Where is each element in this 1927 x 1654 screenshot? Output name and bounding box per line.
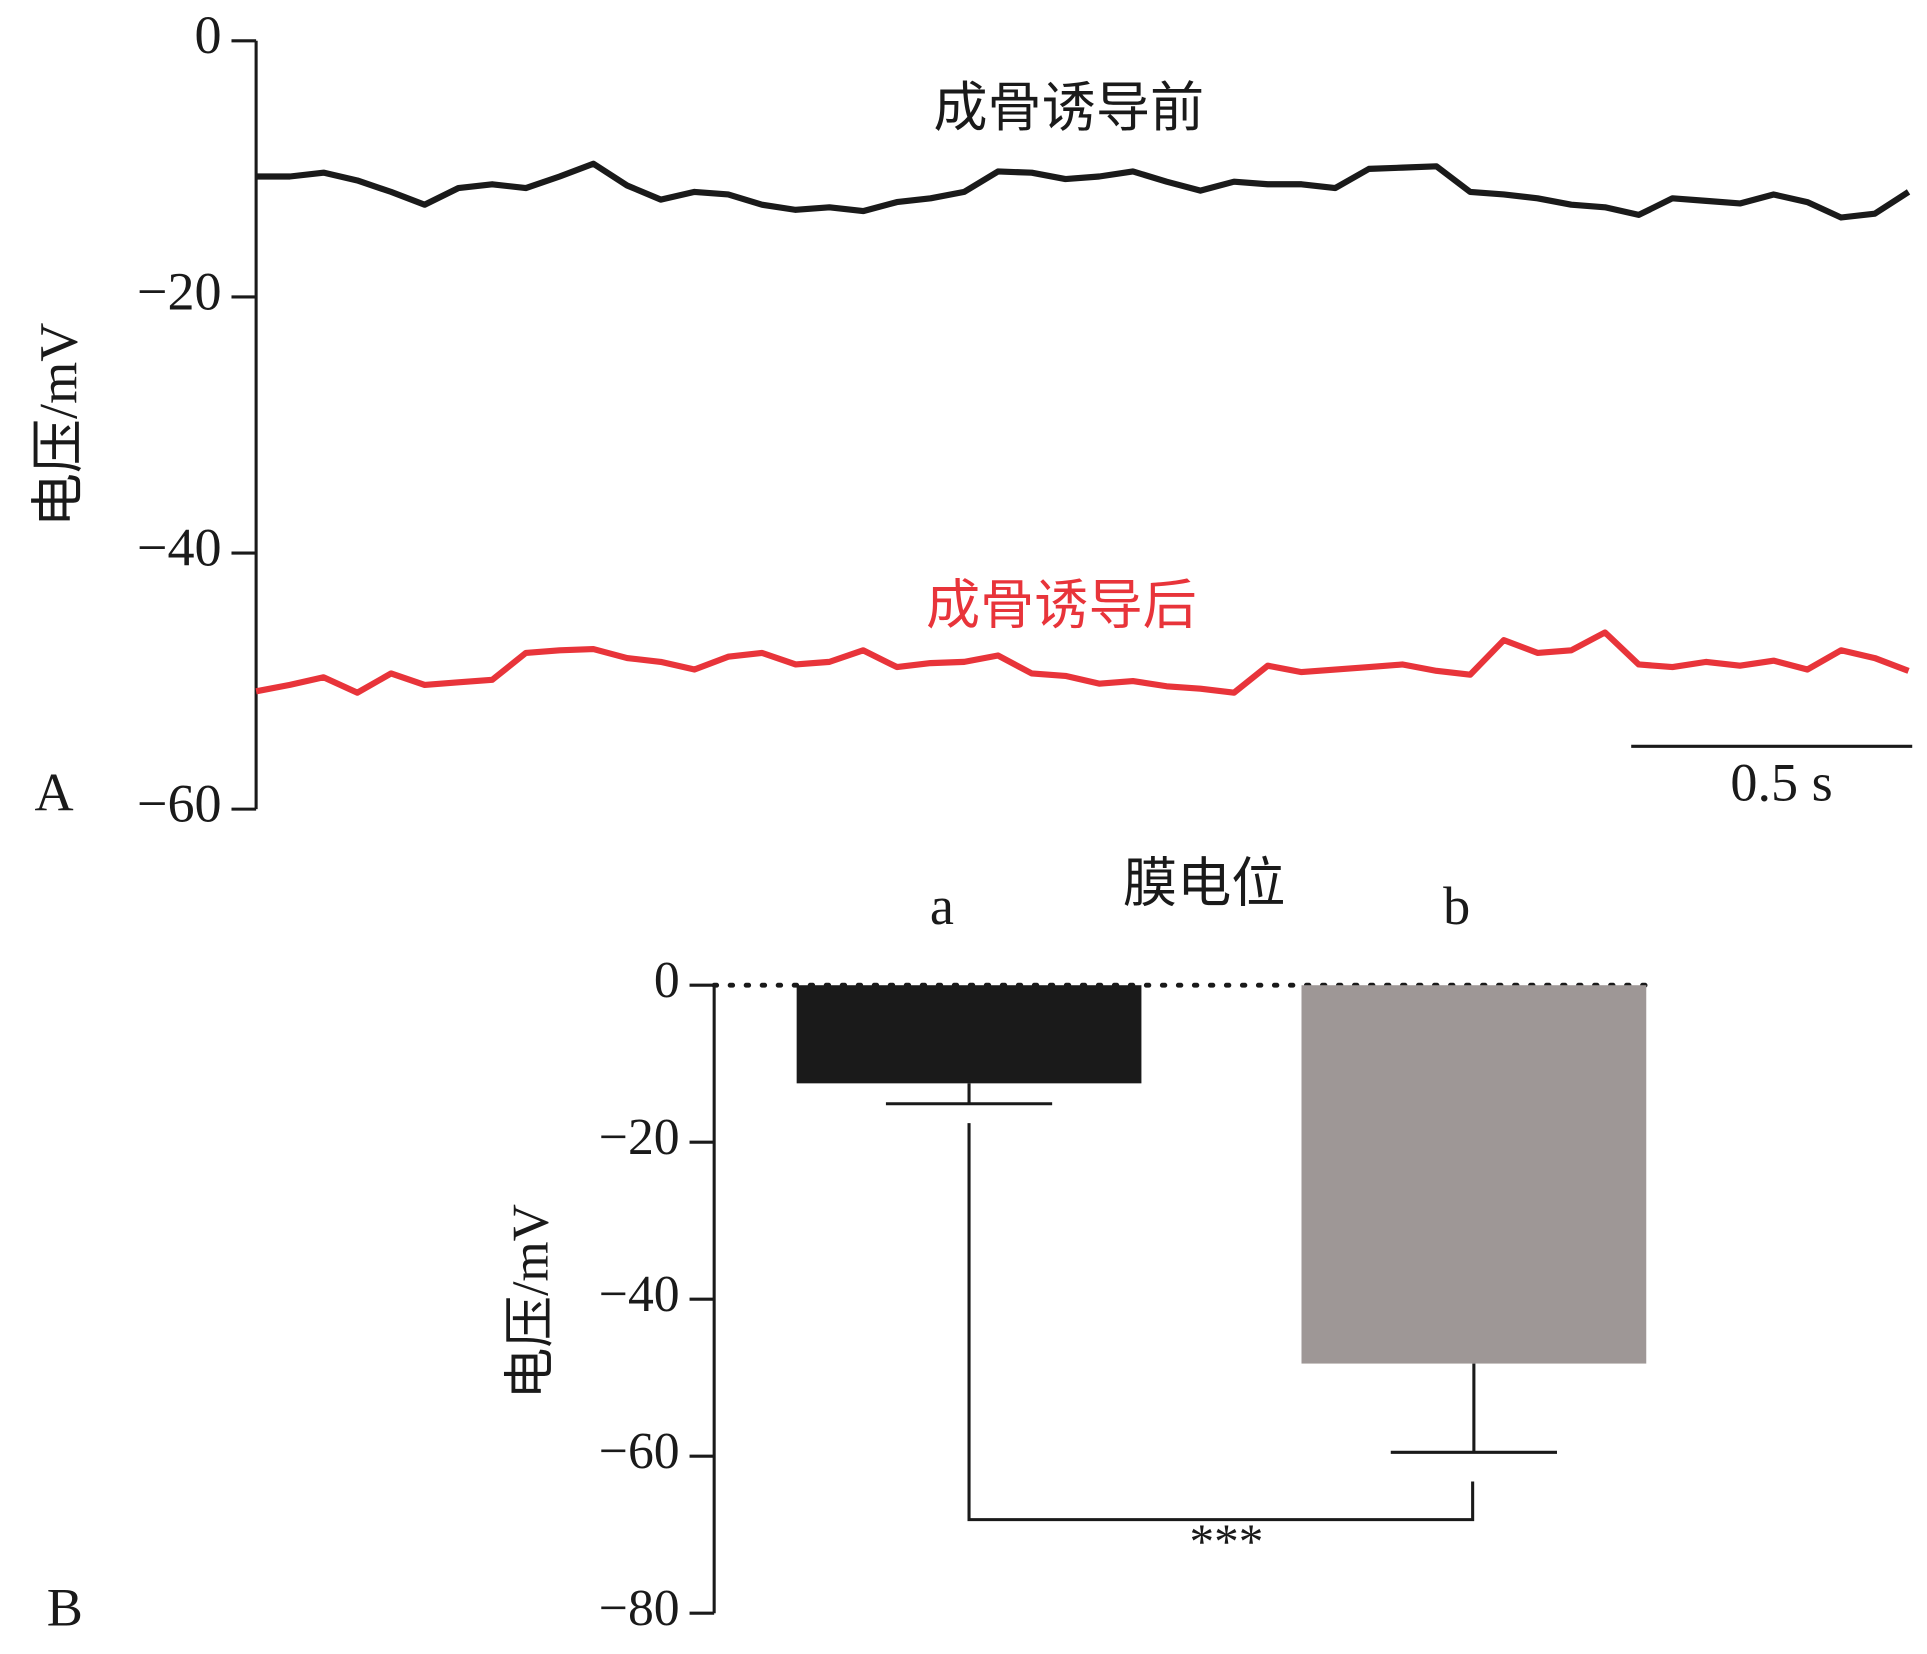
y-axis-label: 电压/mV xyxy=(502,1204,559,1399)
category-label: a xyxy=(930,876,954,936)
y-tick-label: −60 xyxy=(599,1423,680,1480)
y-tick-label: −40 xyxy=(137,517,222,577)
y-tick-label: −80 xyxy=(599,1580,680,1637)
error-bar xyxy=(885,1083,1053,1106)
chart-title: 膜电位 xyxy=(1123,854,1285,914)
y-axis-label: 电压/mV xyxy=(28,323,88,528)
bar xyxy=(796,985,1142,1084)
y-tick-label: −20 xyxy=(137,261,222,321)
y-tick-label: −60 xyxy=(137,774,222,834)
panel-label: B xyxy=(47,1578,83,1638)
panel-label: A xyxy=(34,763,73,823)
significance-bracket xyxy=(967,1123,1475,1522)
significance: *** xyxy=(1189,1514,1263,1569)
y-tick-label: −20 xyxy=(599,1109,680,1166)
trace xyxy=(256,160,1911,221)
series-label: 成骨诱导前 xyxy=(933,78,1204,138)
series-label: 成骨诱导后 xyxy=(926,575,1197,635)
error-bar xyxy=(1390,1363,1557,1454)
trace xyxy=(255,629,1910,696)
y-tick-label: −40 xyxy=(599,1266,680,1323)
scale-bar-label: 0.5 s xyxy=(1730,753,1832,813)
category-label: b xyxy=(1443,876,1470,936)
y-tick-label: 0 xyxy=(195,5,222,65)
y-tick-label: 0 xyxy=(654,952,680,1009)
bar xyxy=(1301,985,1647,1364)
